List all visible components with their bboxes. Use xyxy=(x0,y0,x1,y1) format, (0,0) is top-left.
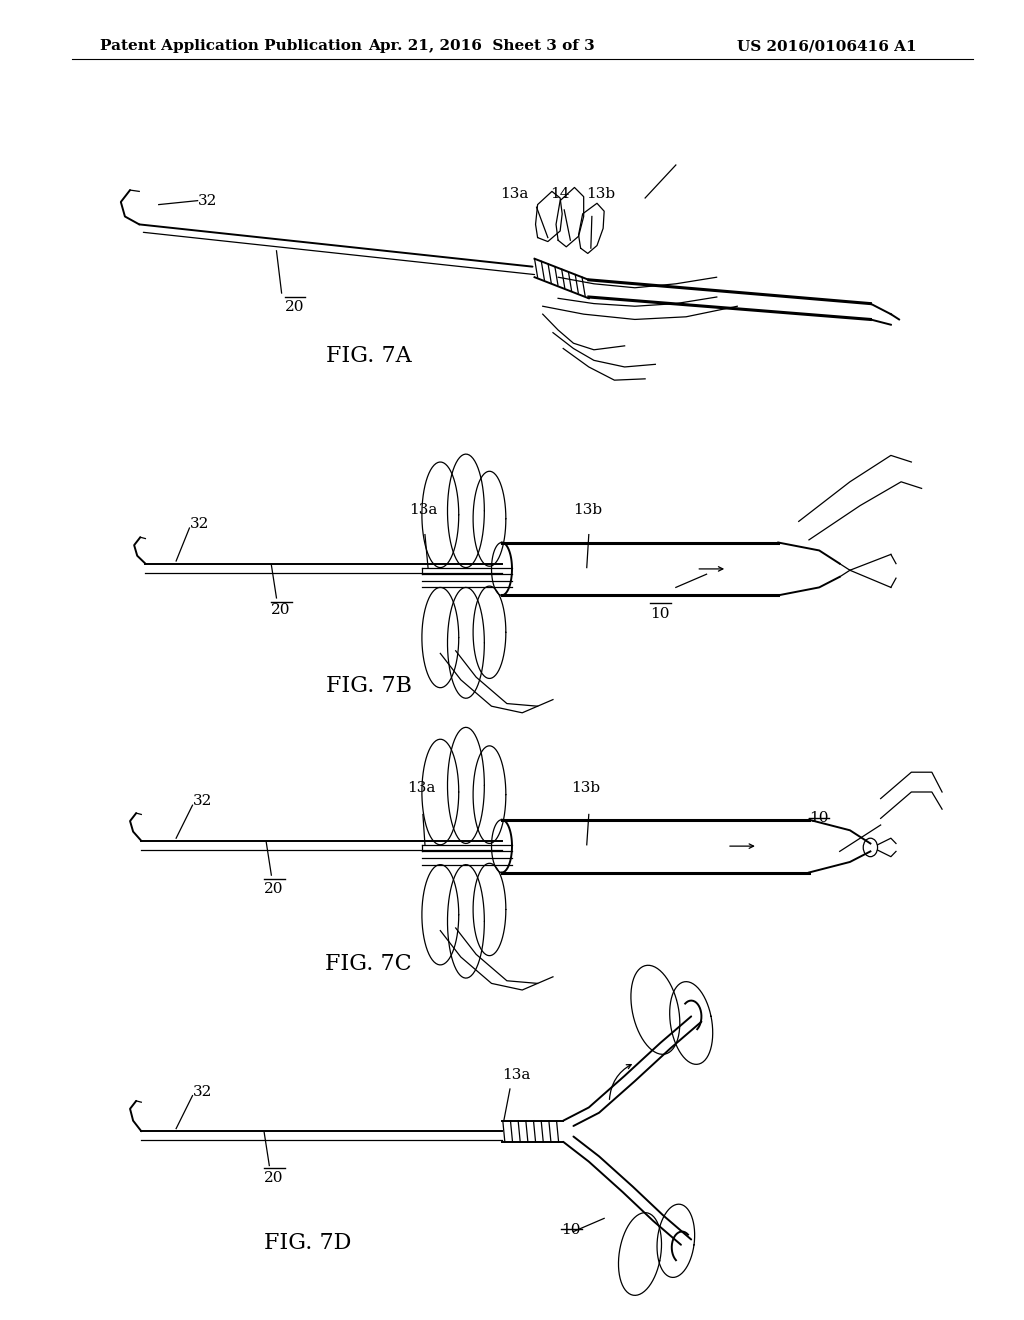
Text: 13a: 13a xyxy=(500,186,528,201)
Text: 10: 10 xyxy=(809,812,828,825)
Text: 20: 20 xyxy=(264,882,284,896)
Text: 20: 20 xyxy=(271,603,291,618)
Text: FIG. 7B: FIG. 7B xyxy=(326,676,412,697)
Text: 13a: 13a xyxy=(408,780,436,795)
Text: FIG. 7D: FIG. 7D xyxy=(263,1233,351,1254)
Text: 14: 14 xyxy=(550,186,570,201)
Text: FIG. 7A: FIG. 7A xyxy=(326,346,412,367)
Text: 32: 32 xyxy=(193,795,212,808)
Text: 10: 10 xyxy=(561,1224,581,1237)
Text: 32: 32 xyxy=(198,194,217,207)
Text: 20: 20 xyxy=(285,300,304,314)
Text: 32: 32 xyxy=(189,517,209,531)
Text: 13a: 13a xyxy=(410,503,438,517)
Text: 10: 10 xyxy=(650,607,670,622)
Text: 13a: 13a xyxy=(502,1068,530,1082)
Text: FIG. 7C: FIG. 7C xyxy=(326,953,412,974)
Text: US 2016/0106416 A1: US 2016/0106416 A1 xyxy=(737,40,916,53)
Text: 13b: 13b xyxy=(571,780,600,795)
Text: 13b: 13b xyxy=(573,503,602,517)
Text: Patent Application Publication: Patent Application Publication xyxy=(100,40,362,53)
Text: 32: 32 xyxy=(193,1085,212,1098)
Text: 20: 20 xyxy=(264,1171,284,1185)
Text: Apr. 21, 2016  Sheet 3 of 3: Apr. 21, 2016 Sheet 3 of 3 xyxy=(368,40,595,53)
Text: 13b: 13b xyxy=(586,186,614,201)
